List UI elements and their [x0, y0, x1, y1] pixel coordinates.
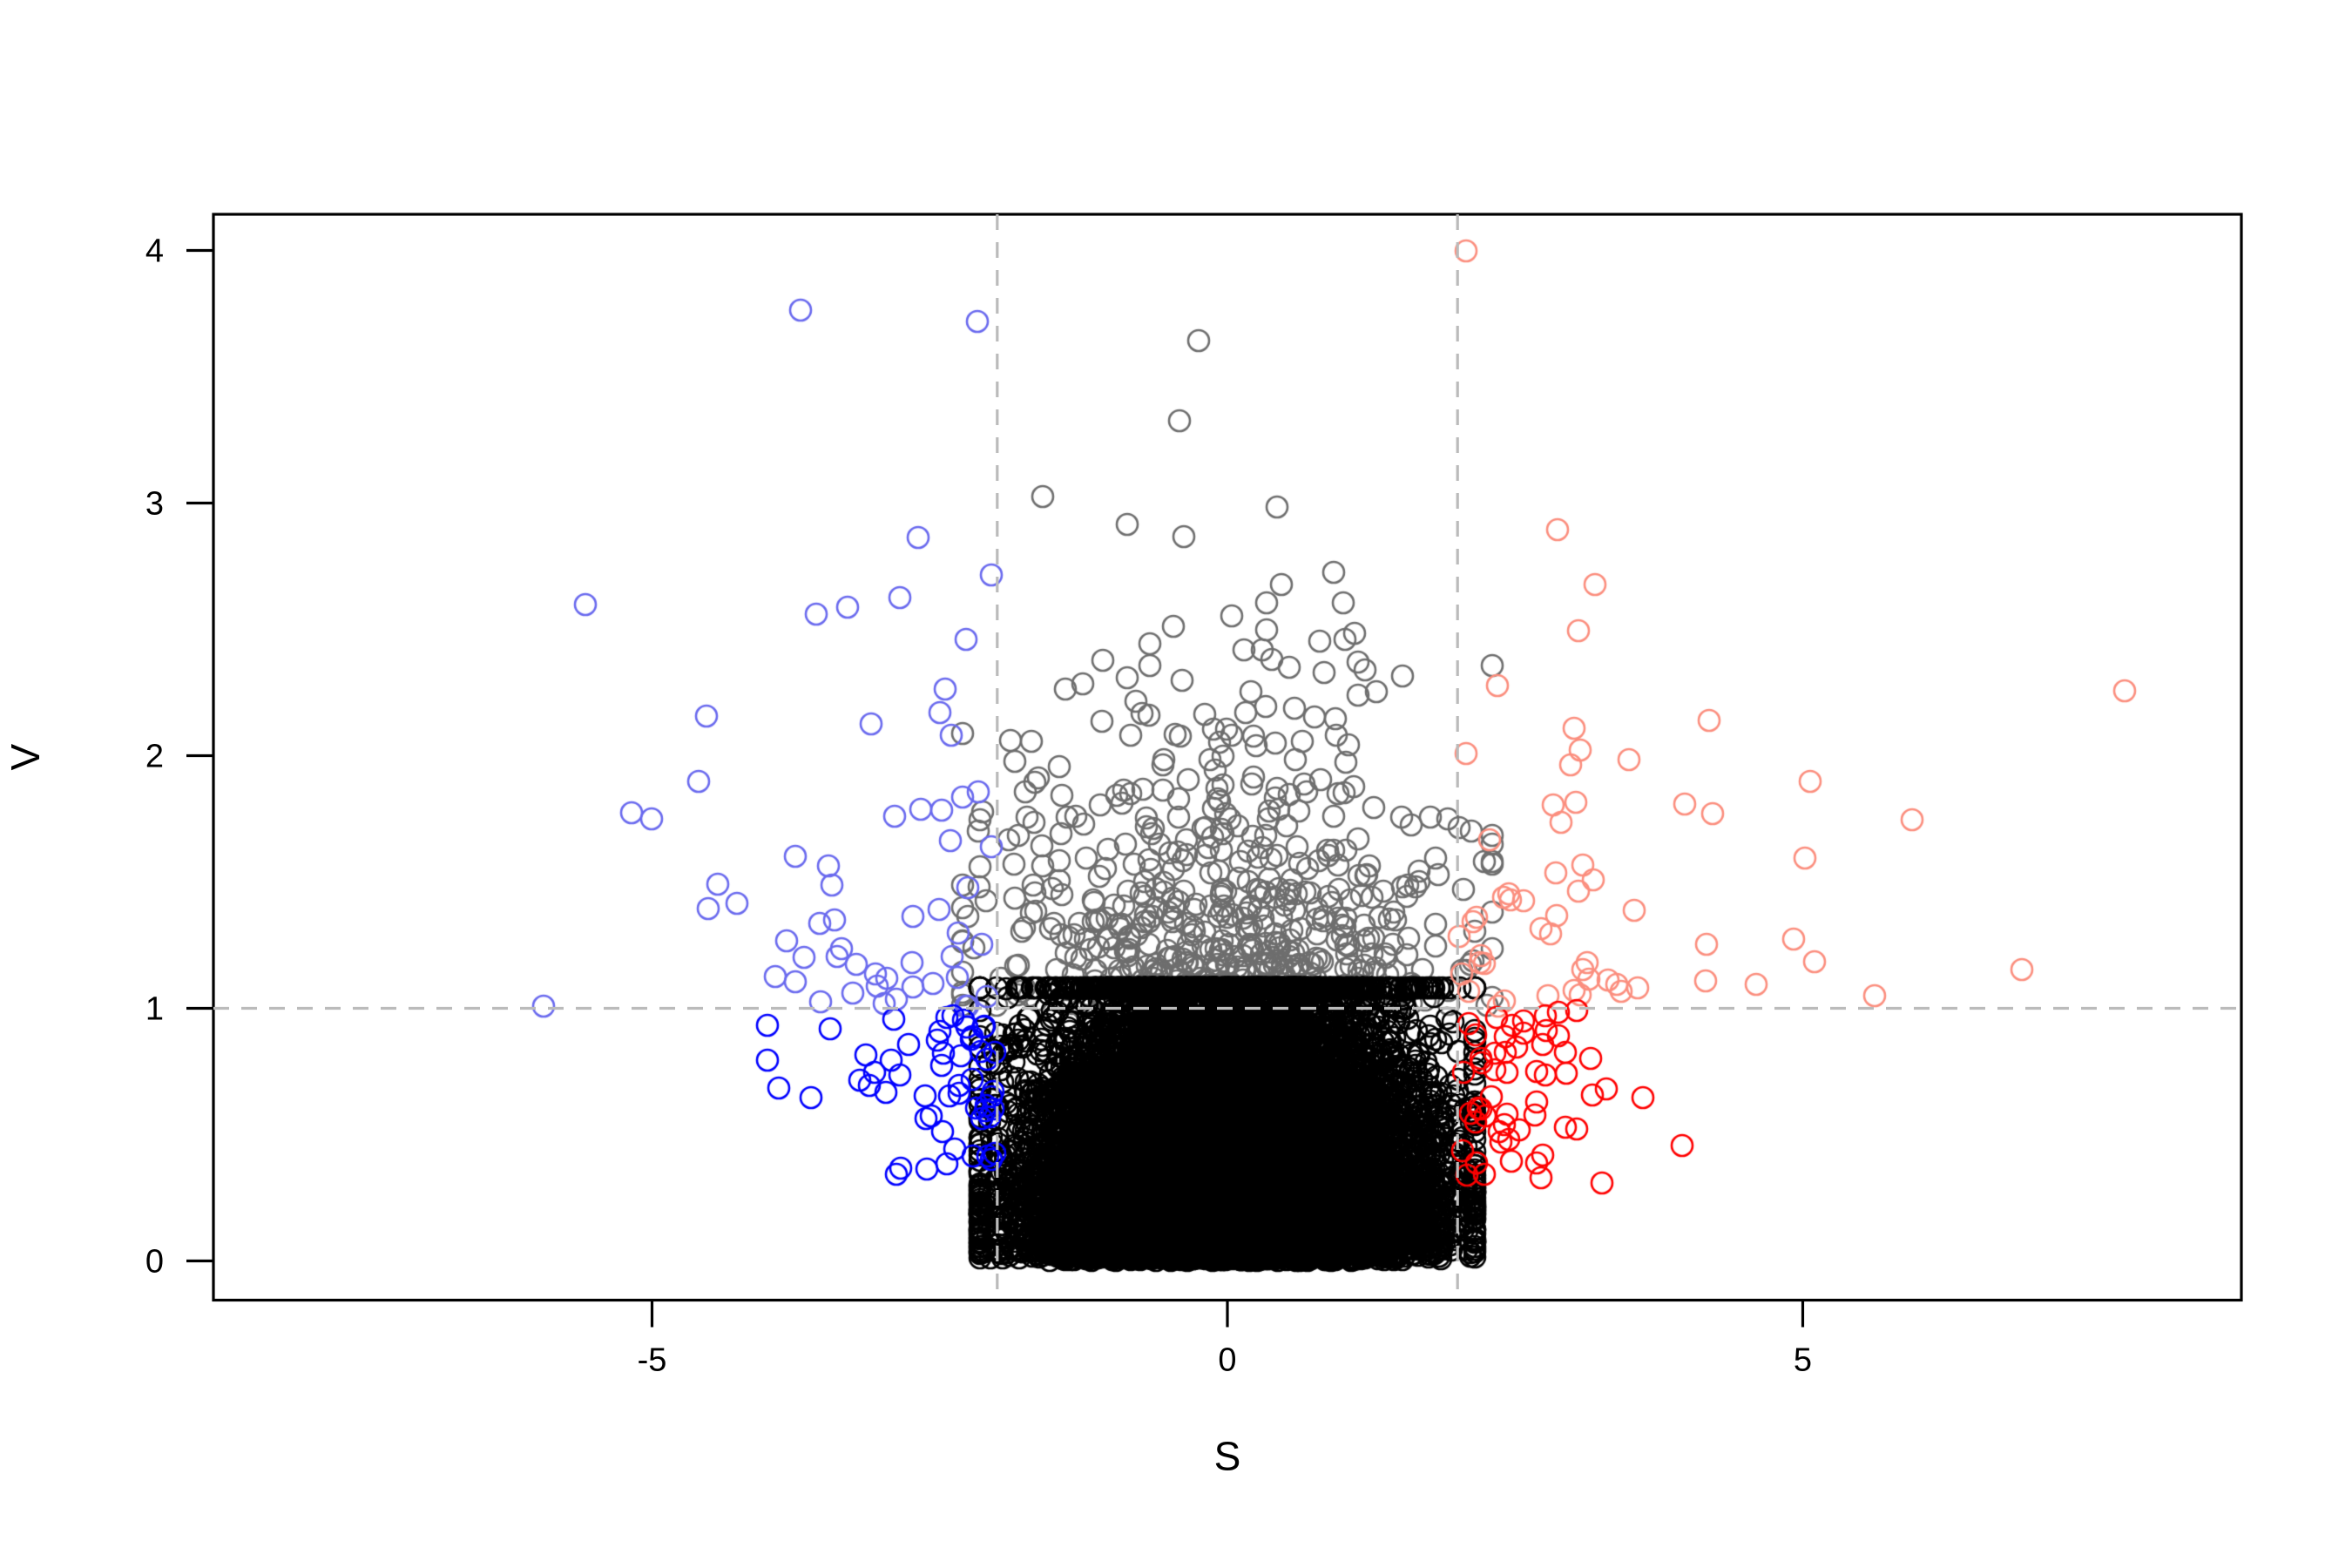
svg-text:3: 3 — [145, 486, 164, 523]
svg-text:V: V — [3, 744, 48, 771]
svg-text:1: 1 — [145, 991, 164, 1028]
svg-text:4: 4 — [145, 233, 164, 270]
svg-text:S: S — [1214, 1434, 1241, 1479]
svg-text:5: 5 — [1794, 1342, 1812, 1379]
svg-text:-5: -5 — [638, 1342, 667, 1379]
svg-text:2: 2 — [145, 739, 164, 775]
svg-text:0: 0 — [145, 1244, 164, 1281]
svg-text:0: 0 — [1218, 1342, 1236, 1379]
